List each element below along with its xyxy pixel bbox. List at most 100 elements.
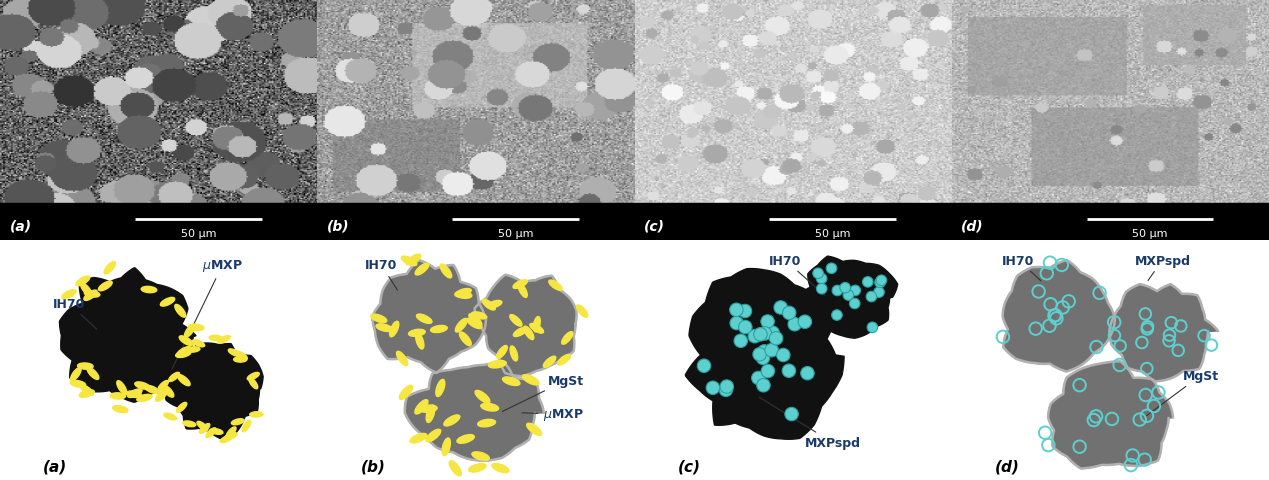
Ellipse shape [788,318,802,331]
Ellipse shape [751,372,765,385]
Ellipse shape [62,290,76,299]
Ellipse shape [113,406,128,413]
Ellipse shape [110,393,126,399]
Ellipse shape [798,315,812,329]
Ellipse shape [867,323,878,333]
Ellipse shape [209,429,223,434]
Text: (b): (b) [327,219,349,233]
Ellipse shape [782,364,796,378]
Ellipse shape [720,384,732,397]
Ellipse shape [79,390,94,397]
Ellipse shape [156,390,168,401]
Ellipse shape [487,301,503,309]
Bar [317,204,634,240]
Text: IH70: IH70 [365,259,397,290]
Ellipse shape [739,321,753,334]
Ellipse shape [457,435,475,444]
Ellipse shape [524,326,534,340]
Ellipse shape [873,287,884,298]
Ellipse shape [396,351,407,366]
Ellipse shape [758,345,772,359]
Ellipse shape [510,315,522,326]
Ellipse shape [145,385,160,394]
Ellipse shape [419,405,438,412]
Ellipse shape [489,360,506,368]
Text: $\mu$MXP: $\mu$MXP [522,407,584,422]
Ellipse shape [187,347,201,352]
Ellipse shape [816,274,827,284]
Ellipse shape [416,314,431,324]
Ellipse shape [435,380,445,397]
Polygon shape [685,269,844,439]
Ellipse shape [231,419,244,425]
Ellipse shape [562,332,572,345]
Ellipse shape [444,415,459,426]
Ellipse shape [88,368,99,380]
Polygon shape [405,363,544,461]
Polygon shape [164,343,263,439]
Ellipse shape [126,391,142,397]
Ellipse shape [225,432,237,439]
Ellipse shape [415,264,429,276]
Ellipse shape [826,264,836,274]
Ellipse shape [784,408,798,421]
Ellipse shape [197,421,208,431]
Ellipse shape [756,379,770,392]
Polygon shape [475,275,576,376]
Ellipse shape [189,324,204,331]
Ellipse shape [816,284,827,294]
Ellipse shape [761,364,774,378]
Ellipse shape [206,428,216,438]
Ellipse shape [84,291,100,298]
Ellipse shape [733,335,747,348]
Ellipse shape [706,381,720,395]
Ellipse shape [467,319,482,329]
Ellipse shape [720,380,733,394]
Text: IH70: IH70 [769,254,825,296]
Bar [0,204,317,240]
Ellipse shape [178,347,192,356]
Ellipse shape [456,289,471,297]
Ellipse shape [416,333,424,349]
Text: 50 μm: 50 μm [1132,228,1167,239]
Text: (c): (c) [678,458,700,473]
Ellipse shape [468,464,486,472]
Text: MgSt: MgSt [1146,369,1218,416]
Ellipse shape [840,283,850,293]
Ellipse shape [135,382,150,389]
Ellipse shape [175,305,185,318]
Ellipse shape [761,315,774,328]
Ellipse shape [530,324,543,334]
Polygon shape [60,268,197,402]
Ellipse shape [475,391,490,403]
Ellipse shape [543,357,556,368]
Ellipse shape [175,351,190,358]
Text: MXPspd: MXPspd [1134,254,1190,281]
Ellipse shape [141,287,157,293]
Text: 50 μm: 50 μm [180,228,216,239]
Ellipse shape [765,344,778,357]
Ellipse shape [849,299,860,309]
Ellipse shape [440,264,452,278]
Ellipse shape [169,372,179,382]
Ellipse shape [533,317,541,332]
Ellipse shape [76,276,90,286]
Text: (b): (b) [360,458,386,473]
Ellipse shape [242,420,251,432]
Bar [634,204,952,240]
Text: (d): (d) [995,458,1020,473]
Ellipse shape [233,357,247,362]
Ellipse shape [162,385,174,397]
Ellipse shape [406,255,421,265]
Ellipse shape [456,319,467,333]
Ellipse shape [867,292,877,302]
Ellipse shape [481,403,499,411]
Ellipse shape [221,435,232,443]
Ellipse shape [410,433,426,443]
Ellipse shape [137,395,152,402]
Ellipse shape [513,280,528,289]
Text: IH70: IH70 [53,297,96,329]
Ellipse shape [249,378,258,389]
Ellipse shape [472,452,490,460]
Ellipse shape [754,328,768,341]
